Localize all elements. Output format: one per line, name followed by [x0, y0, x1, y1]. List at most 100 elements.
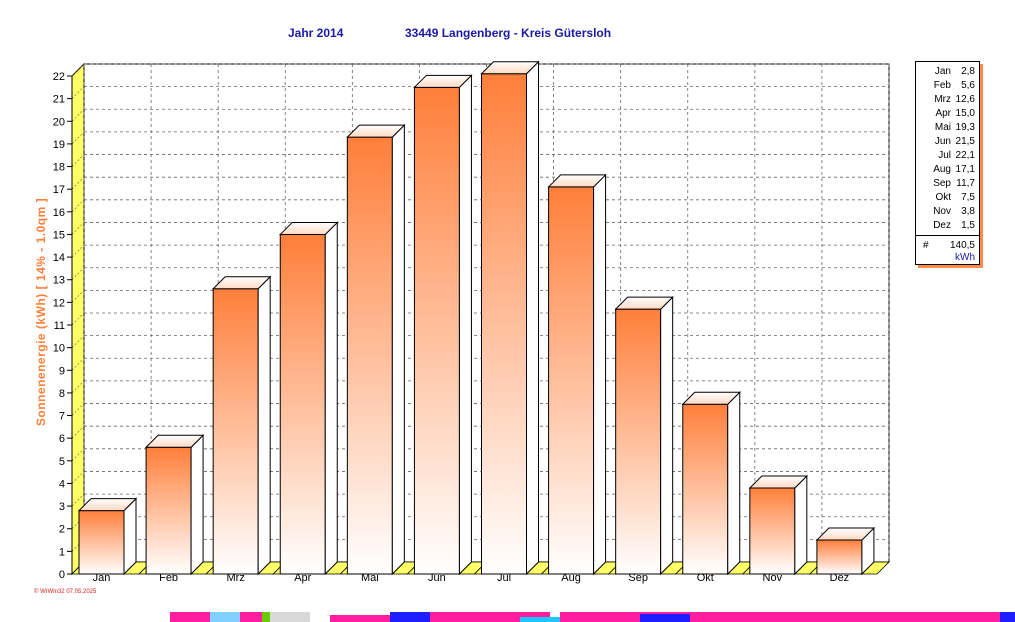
- bar-side: [458, 74, 472, 576]
- bar-front: [682, 403, 729, 575]
- bar-front: [346, 136, 393, 575]
- footer-credit: © WrWin32 07.05.2025: [34, 589, 97, 595]
- grid-line-wall: [71, 63, 85, 77]
- legend-row-nov: Nov 3,8: [916, 206, 979, 220]
- y-tick-label: 15: [53, 229, 65, 241]
- grid-line-wall: [71, 539, 85, 552]
- legend-row-mrz: Mrz 12,6: [916, 94, 979, 108]
- legend-month: Jul: [938, 150, 951, 161]
- legend-month: Feb: [933, 80, 951, 91]
- y-tick-label: 8: [59, 388, 65, 400]
- legend-row-jan: Jan 2,8: [916, 66, 979, 80]
- bar-side: [660, 295, 674, 576]
- y-tick-label: 9: [59, 365, 65, 377]
- y-tick-label: 22: [53, 71, 65, 83]
- bar-sep: [614, 295, 674, 576]
- legend-row-dez: Dez 1,5: [916, 220, 979, 234]
- bar-top: [211, 276, 272, 290]
- grid-line-wall: [71, 493, 85, 507]
- y-tick-label: 16: [53, 207, 65, 219]
- legend-value: 1,5: [961, 220, 975, 231]
- bar-mai: [346, 123, 406, 576]
- bar-side: [391, 123, 405, 576]
- bar-jul: [480, 60, 540, 576]
- x-tick-label: Mrz: [227, 572, 245, 584]
- bar-apr: [279, 221, 339, 576]
- grid-line-wall: [71, 516, 85, 529]
- grid-line-wall: [71, 109, 85, 122]
- bar-top: [815, 527, 876, 541]
- grid-line-wall: [71, 380, 85, 394]
- bar-okt: [681, 391, 741, 576]
- legend-value: 22,1: [955, 150, 975, 161]
- y-tick-label: 17: [53, 184, 65, 196]
- bar-nov: [748, 474, 809, 576]
- bar-front: [78, 510, 125, 575]
- legend-value: 5,6: [961, 80, 975, 91]
- grid-line-wall: [71, 358, 85, 371]
- legend-month: Jan: [934, 66, 951, 77]
- legend-value: 11,7: [956, 178, 975, 189]
- bar-side: [257, 275, 271, 576]
- x-tick-label: Aug: [561, 572, 581, 584]
- y-tick-label: 1: [59, 546, 65, 558]
- legend-value: 21,5: [955, 136, 975, 147]
- grid-line-wall: [71, 222, 85, 235]
- legend-row-mai: Mai 19,3: [916, 122, 979, 136]
- bar-side: [794, 474, 808, 576]
- y-tick-label: 13: [53, 275, 65, 287]
- y-tick-label: 20: [53, 116, 65, 128]
- legend-value: 15,0: [955, 108, 975, 119]
- y-tick-label: 11: [54, 320, 65, 332]
- legend-total-value: 140,5: [949, 240, 975, 251]
- y-tick-label: 19: [53, 139, 65, 151]
- grid-line-wall: [71, 86, 85, 99]
- grid-line-wall: [71, 131, 85, 145]
- legend-month: Sep: [933, 178, 951, 189]
- legend-month: Mai: [934, 122, 951, 133]
- y-tick-label: 6: [59, 433, 65, 445]
- legend-row-jul: Jul 22,1: [916, 150, 979, 164]
- y-tick-label: 14: [53, 252, 65, 264]
- y-tick-label: 21: [53, 94, 65, 106]
- grid-line-wall: [71, 267, 85, 280]
- bar-side: [123, 497, 137, 576]
- legend-value: 3,8: [961, 206, 975, 217]
- bar-layer: [77, 60, 876, 576]
- legend-row-jun: Jun 21,5: [916, 136, 979, 150]
- bar-jun: [413, 74, 473, 576]
- bar-side: [593, 173, 607, 576]
- bar-front: [279, 233, 326, 575]
- bar-front: [481, 73, 527, 575]
- grid-line-wall: [71, 425, 85, 439]
- grid-line-wall: [71, 244, 85, 258]
- bar-side: [324, 221, 338, 576]
- legend-box: # 140,5 kWh Jan 2,8 Feb 5,6 Mrz 12,6 Apr 15,0 Ma…: [915, 61, 980, 265]
- bar-top: [144, 434, 205, 448]
- grid-line-wall: [71, 176, 85, 190]
- grid-line-wall: [71, 335, 85, 348]
- legend-divider: [916, 235, 979, 236]
- title-year: Jahr 2014: [288, 26, 344, 40]
- legend-row-okt: Okt 7,5: [916, 192, 979, 206]
- x-tick-label: Jun: [428, 572, 446, 584]
- y-tick-label: 3: [59, 501, 65, 513]
- legend-month: Nov: [933, 206, 951, 217]
- x-tick-label: Jul: [497, 572, 511, 584]
- bar-front: [145, 446, 192, 575]
- bar-side: [727, 391, 741, 576]
- grid-line-wall: [71, 471, 85, 484]
- grid-line-wall: [71, 403, 85, 416]
- bar-front: [816, 539, 863, 575]
- y-axis-label-text: Sonnenenergie (kWh) [ 14% - 1.0qm ]: [34, 197, 48, 427]
- legend-row-sep: Sep 11,7: [916, 178, 979, 192]
- bar-top: [413, 74, 473, 88]
- legend-month: Aug: [933, 164, 951, 175]
- y-tick-label: 12: [53, 297, 65, 309]
- bar-mrz: [211, 275, 272, 576]
- grid-line-wall: [71, 312, 85, 326]
- grid-line-wall: [71, 290, 85, 303]
- y-tick-label: 18: [53, 162, 65, 174]
- grid-line-wall: [71, 154, 85, 167]
